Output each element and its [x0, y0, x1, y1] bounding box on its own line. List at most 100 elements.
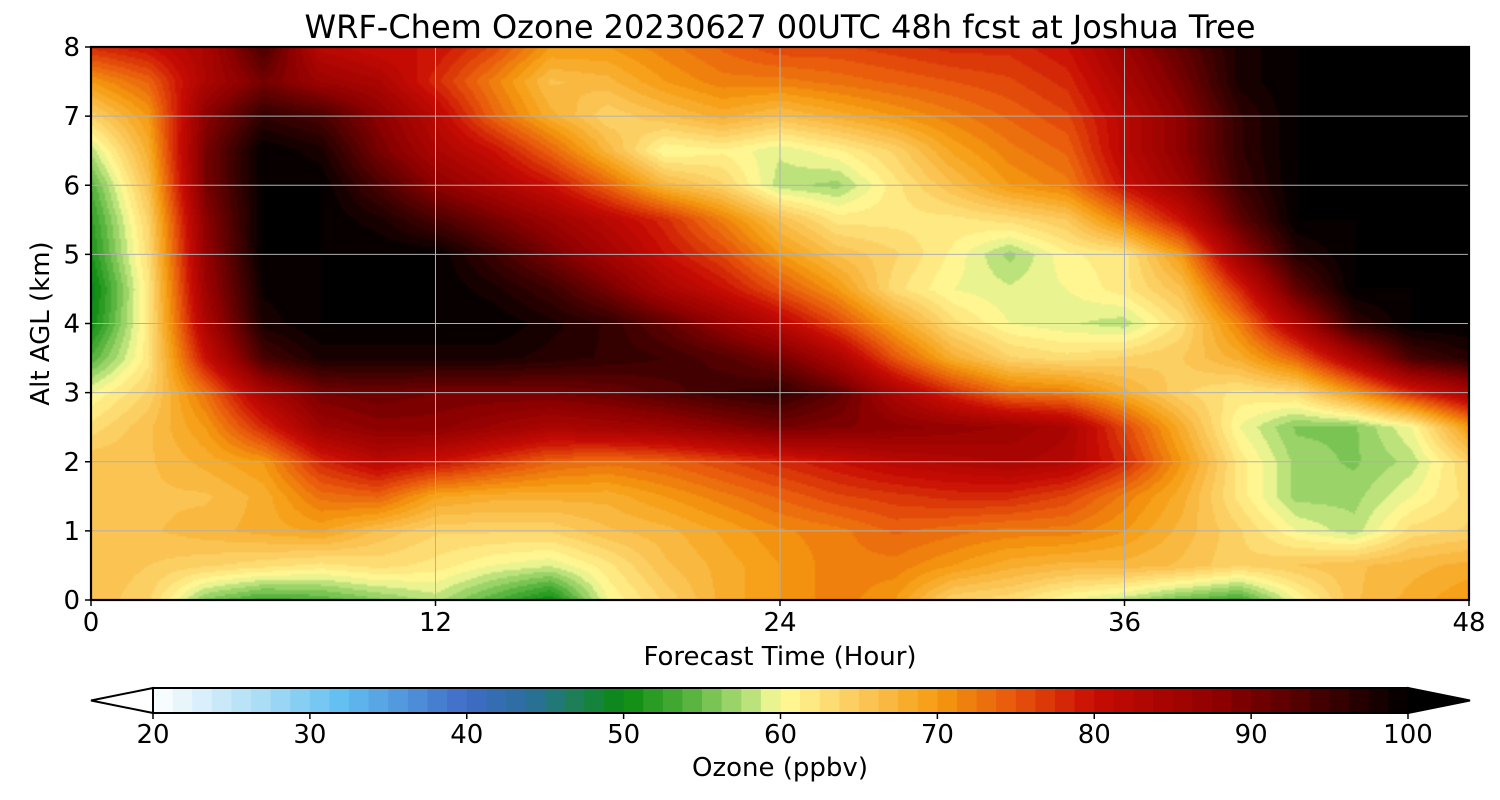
- colorbar-swatch: [1035, 689, 1056, 713]
- colorbar-swatch: [192, 689, 213, 713]
- colorbar-tick-label: 70: [921, 720, 954, 750]
- colorbar-swatch: [741, 689, 762, 713]
- colorbar-swatch: [329, 689, 350, 713]
- colorbar: 20 30 40 50 60 70 80 90 100 Ozone (ppbv): [90, 686, 1471, 783]
- colorbar-swatch: [505, 689, 527, 713]
- colorbar-swatch: [996, 689, 1017, 713]
- colorbar-swatch: [153, 689, 174, 713]
- y-tick-label: 8: [63, 33, 80, 63]
- colorbar-swatch: [584, 689, 605, 713]
- colorbar-swatch: [1368, 689, 1389, 713]
- x-tick-label: 48: [1452, 608, 1485, 638]
- colorbar-swatch: [604, 689, 625, 713]
- colorbar-swatch: [1094, 689, 1115, 713]
- colorbar-swatch: [1329, 689, 1350, 713]
- colorbar-swatch: [1015, 689, 1037, 713]
- y-tick-label: 5: [63, 240, 80, 270]
- colorbar-swatch: [760, 689, 782, 713]
- colorbar-swatch: [662, 689, 684, 713]
- colorbar-tick-label: 90: [1235, 720, 1268, 750]
- colorbar-swatch: [1270, 689, 1291, 713]
- colorbar-max-extension: [1407, 686, 1471, 715]
- colorbar-swatch: [878, 689, 899, 713]
- colorbar-swatch: [349, 689, 370, 713]
- colorbar-swatch: [682, 689, 703, 713]
- y-tick-label: 7: [63, 102, 80, 132]
- colorbar-swatch: [800, 689, 821, 713]
- colorbar-swatch: [1074, 689, 1095, 713]
- plot-area: [89, 45, 1471, 602]
- colorbar-swatch: [623, 689, 644, 713]
- colorbar-swatch: [1113, 689, 1135, 713]
- x-tick-label: 12: [419, 608, 452, 638]
- x-tick-label: 36: [1108, 608, 1141, 638]
- colorbar-swatch: [270, 689, 291, 713]
- colorbar-swatch: [839, 689, 860, 713]
- colorbar-swatch: [937, 689, 958, 713]
- x-axis-ticks: 0 12 24 36 48: [83, 600, 1486, 638]
- colorbar-swatch: [956, 689, 978, 713]
- colorbar-swatch: [643, 689, 664, 713]
- colorbar-swatch: [780, 689, 801, 713]
- colorbar-swatch: [309, 689, 331, 713]
- colorbar-tick-label: 50: [607, 720, 640, 750]
- colorbar-swatch: [466, 689, 487, 713]
- colorbar-swatch: [976, 689, 997, 713]
- colorbar-swatch: [407, 689, 429, 713]
- colorbar-swatch: [251, 689, 272, 713]
- colorbar-min-extension: [90, 686, 154, 715]
- colorbar-swatch: [1211, 689, 1233, 713]
- colorbar-swatch: [721, 689, 742, 713]
- colorbar-tick-label: 30: [293, 720, 326, 750]
- colorbar-swatch: [1055, 689, 1076, 713]
- colorbar-swatch: [525, 689, 546, 713]
- y-tick-label: 3: [63, 379, 80, 409]
- colorbar-ticks: 20 30 40 50 60 70 80 90 100: [136, 713, 1433, 750]
- colorbar-swatch: [231, 689, 252, 713]
- x-axis-label: Forecast Time (Hour): [643, 642, 916, 672]
- colorbar-swatch: [898, 689, 919, 713]
- colorbar-tick-label: 60: [764, 720, 797, 750]
- colorbar-swatch: [1349, 689, 1370, 713]
- y-tick-label: 0: [63, 586, 80, 616]
- y-tick-label: 1: [63, 517, 80, 547]
- x-tick-label: 24: [763, 608, 796, 638]
- colorbar-label: Ozone (ppbv): [692, 753, 868, 783]
- colorbar-tick-label: 40: [450, 720, 483, 750]
- y-axis-ticks: 0 1 2 3 4 5 6 7 8: [63, 33, 91, 616]
- colorbar-swatch: [702, 689, 723, 713]
- colorbar-swatch: [1153, 689, 1174, 713]
- colorbar-swatch: [427, 689, 448, 713]
- colorbar-swatch: [1231, 689, 1252, 713]
- colorbar-swatch: [917, 689, 938, 713]
- colorbar-swatch: [447, 689, 468, 713]
- colorbar-swatch: [388, 689, 409, 713]
- y-axis-label: Alt AGL (km): [26, 241, 56, 405]
- x-tick-label: 0: [83, 608, 100, 638]
- colorbar-swatch: [172, 689, 193, 713]
- colorbar-swatch: [1251, 689, 1272, 713]
- colorbar-swatch: [819, 689, 840, 713]
- y-tick-label: 2: [63, 448, 80, 478]
- colorbar-swatch: [858, 689, 880, 713]
- colorbar-tick-label: 80: [1078, 720, 1111, 750]
- colorbar-swatch: [1388, 689, 1408, 713]
- colorbar-swatch: [368, 689, 389, 713]
- colorbar-swatch: [1133, 689, 1154, 713]
- colorbar-swatch: [1290, 689, 1311, 713]
- colorbar-swatch: [545, 689, 566, 713]
- colorbar-swatch: [1172, 689, 1193, 713]
- colorbar-swatch: [486, 689, 507, 713]
- colorbar-swatch: [1192, 689, 1213, 713]
- colorbar-swatch: [290, 689, 311, 713]
- colorbar-swatch: [564, 689, 586, 713]
- y-tick-label: 6: [63, 171, 80, 201]
- colorbar-swatch: [211, 689, 233, 713]
- colorbar-tick-label: 20: [136, 720, 169, 750]
- colorbar-swatches: [153, 689, 1408, 713]
- y-tick-label: 4: [63, 310, 80, 340]
- colorbar-swatch: [1309, 689, 1331, 713]
- colorbar-tick-label: 100: [1383, 720, 1433, 750]
- chart-title: WRF-Chem Ozone 20230627 00UTC 48h fcst a…: [304, 8, 1255, 46]
